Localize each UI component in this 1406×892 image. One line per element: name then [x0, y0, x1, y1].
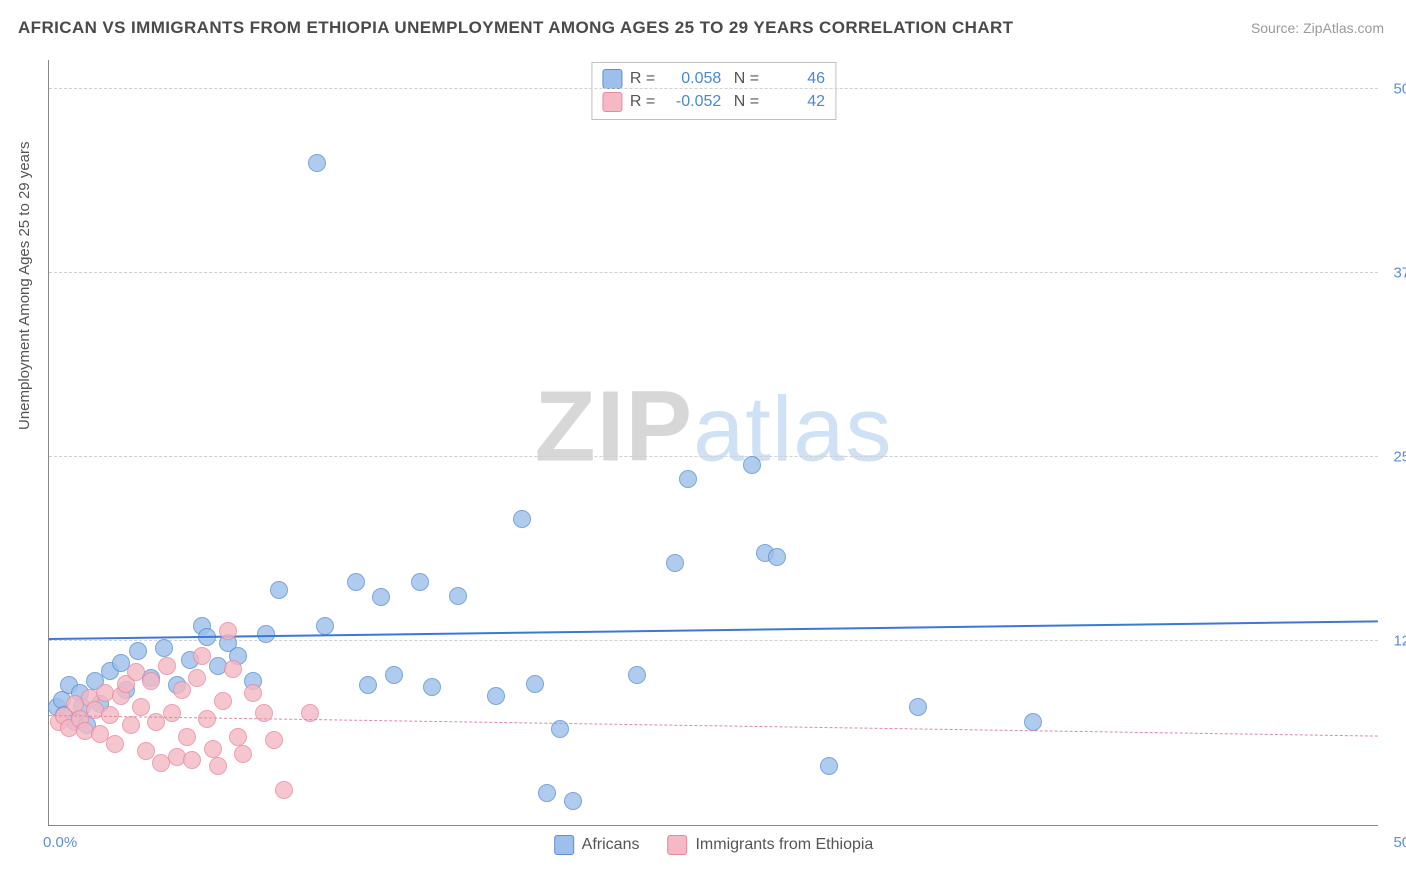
point-africans: [385, 666, 403, 684]
legend-label-africans: Africans: [582, 836, 640, 854]
legend-item-ethiopia: Immigrants from Ethiopia: [667, 835, 873, 855]
point-africans: [129, 642, 147, 660]
gridline: [49, 640, 1378, 641]
r-value-ethiopia: -0.052: [663, 90, 721, 113]
point-ethiopia: [183, 751, 201, 769]
point-ethiopia: [173, 681, 191, 699]
point-africans: [316, 617, 334, 635]
point-africans: [155, 639, 173, 657]
point-africans: [372, 588, 390, 606]
point-africans: [257, 625, 275, 643]
point-africans: [679, 470, 697, 488]
point-ethiopia: [255, 704, 273, 722]
legend: Africans Immigrants from Ethiopia: [554, 835, 874, 855]
gridline: [49, 272, 1378, 273]
point-africans: [628, 666, 646, 684]
y-axis-title: Unemployment Among Ages 25 to 29 years: [16, 141, 33, 430]
y-tick-label: 37.5%: [1393, 265, 1406, 282]
point-africans: [270, 581, 288, 599]
legend-swatch-ethiopia: [667, 835, 687, 855]
point-ethiopia: [163, 704, 181, 722]
n-value-africans: 46: [767, 67, 825, 90]
point-africans: [449, 587, 467, 605]
correlation-stats-box: R =0.058 N =46 R =-0.052 N =42: [591, 62, 836, 120]
y-tick-label: 25.0%: [1393, 449, 1406, 466]
point-ethiopia: [178, 728, 196, 746]
point-ethiopia: [209, 757, 227, 775]
point-ethiopia: [132, 698, 150, 716]
point-ethiopia: [244, 684, 262, 702]
point-ethiopia: [198, 710, 216, 728]
point-ethiopia: [158, 657, 176, 675]
point-africans: [564, 792, 582, 810]
swatch-ethiopia: [602, 92, 622, 112]
point-africans: [347, 573, 365, 591]
point-ethiopia: [122, 716, 140, 734]
point-ethiopia: [188, 669, 206, 687]
point-africans: [526, 675, 544, 693]
y-tick-label: 50.0%: [1393, 81, 1406, 98]
gridline: [49, 456, 1378, 457]
n-value-ethiopia: 42: [767, 90, 825, 113]
point-ethiopia: [204, 740, 222, 758]
point-ethiopia: [137, 742, 155, 760]
legend-swatch-africans: [554, 835, 574, 855]
point-africans: [513, 510, 531, 528]
point-africans: [359, 676, 377, 694]
point-ethiopia: [106, 735, 124, 753]
gridline: [49, 88, 1378, 89]
point-africans: [423, 678, 441, 696]
legend-label-ethiopia: Immigrants from Ethiopia: [695, 836, 873, 854]
point-ethiopia: [219, 622, 237, 640]
trendline-africans: [49, 620, 1378, 640]
stats-row-africans: R =0.058 N =46: [602, 67, 825, 90]
x-tick-label: 0.0%: [43, 834, 77, 851]
point-africans: [768, 548, 786, 566]
point-africans: [743, 456, 761, 474]
point-africans: [487, 687, 505, 705]
point-africans: [909, 698, 927, 716]
stats-row-ethiopia: R =-0.052 N =42: [602, 90, 825, 113]
watermark: ZIPatlas: [535, 370, 893, 485]
r-value-africans: 0.058: [663, 67, 721, 90]
point-africans: [411, 573, 429, 591]
y-tick-label: 12.5%: [1393, 633, 1406, 650]
point-africans: [820, 757, 838, 775]
point-ethiopia: [275, 781, 293, 799]
point-ethiopia: [142, 672, 160, 690]
point-africans: [1024, 713, 1042, 731]
point-ethiopia: [193, 647, 211, 665]
point-ethiopia: [229, 728, 247, 746]
point-ethiopia: [101, 706, 119, 724]
source-label: Source: ZipAtlas.com: [1251, 20, 1384, 36]
point-africans: [538, 784, 556, 802]
scatter-plot-area: ZIPatlas R =0.058 N =46 R =-0.052 N =42 …: [48, 60, 1378, 826]
swatch-africans: [602, 69, 622, 89]
point-ethiopia: [234, 745, 252, 763]
legend-item-africans: Africans: [554, 835, 640, 855]
chart-title: AFRICAN VS IMMIGRANTS FROM ETHIOPIA UNEM…: [18, 18, 1013, 38]
x-tick-label: 50.0%: [1393, 834, 1406, 851]
point-africans: [666, 554, 684, 572]
point-africans: [308, 154, 326, 172]
point-ethiopia: [224, 660, 242, 678]
point-ethiopia: [214, 692, 232, 710]
trendline-ethiopia: [49, 715, 1378, 737]
point-ethiopia: [265, 731, 283, 749]
